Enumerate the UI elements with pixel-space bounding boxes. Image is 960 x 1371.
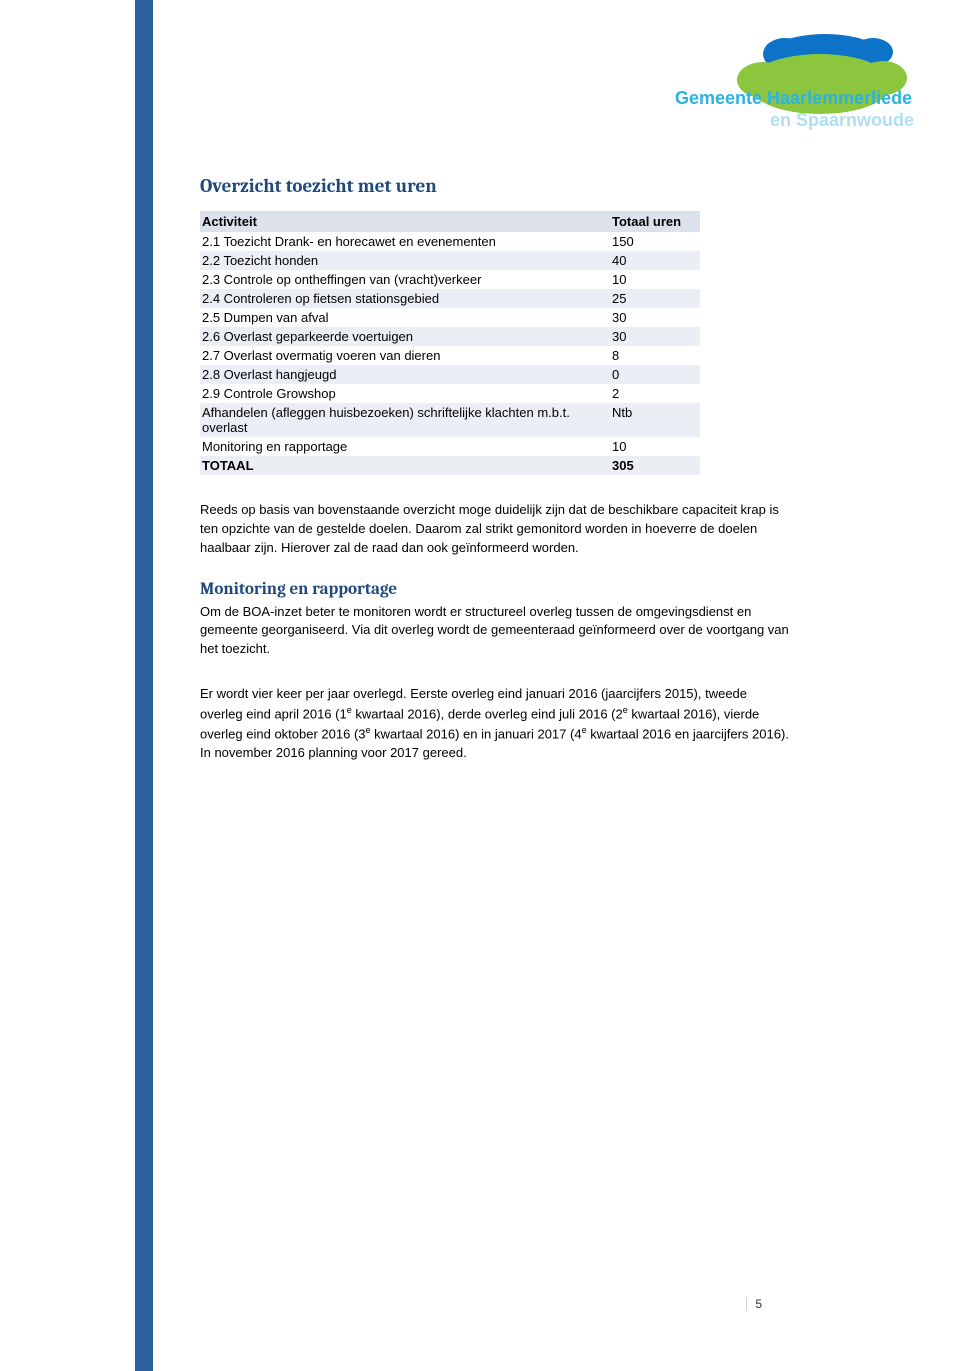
row-label: 2.9 Controle Growshop	[200, 384, 610, 403]
row-label: Monitoring en rapportage	[200, 437, 610, 456]
row-label: 2.5 Dumpen van afval	[200, 308, 610, 327]
schedule-mid3: kwartaal 2016) en in januari 2017 (4	[371, 726, 582, 741]
left-sidebar-rule	[135, 0, 153, 1371]
monitoring-title: Monitoring en rapportage	[200, 580, 790, 599]
row-label: 2.1 Toezicht Drank- en horecawet en even…	[200, 232, 610, 251]
row-value: 25	[610, 289, 700, 308]
row-value: 30	[610, 327, 700, 346]
row-label: 2.3 Controle op ontheffingen van (vracht…	[200, 270, 610, 289]
logo-line1: Gemeente Haarlemmerliede	[675, 88, 912, 108]
paragraph-monitoring: Om de BOA-inzet beter te monitoren wordt…	[200, 603, 790, 660]
total-value: 305	[610, 456, 700, 475]
header-totaal: Totaal uren	[610, 211, 700, 232]
row-value: 30	[610, 308, 700, 327]
paragraph-schedule: Er wordt vier keer per jaar overlegd. Ee…	[200, 685, 790, 763]
page-number: 5	[755, 1297, 762, 1311]
schedule-mid1: kwartaal 2016), derde overleg eind juli …	[352, 706, 623, 721]
row-value: 10	[610, 437, 700, 456]
row-value: 150	[610, 232, 700, 251]
header-activiteit: Activiteit	[200, 211, 610, 232]
document-content: Overzicht toezicht met uren Activiteit T…	[200, 175, 790, 763]
page-separator	[746, 1297, 747, 1311]
row-value: 8	[610, 346, 700, 365]
total-label: TOTAAL	[200, 456, 610, 475]
row-label: 2.4 Controleren op fietsen stationsgebie…	[200, 289, 610, 308]
row-label: 2.2 Toezicht honden	[200, 251, 610, 270]
row-value: 0	[610, 365, 700, 384]
paragraph-capacity: Reeds op basis van bovenstaande overzich…	[200, 501, 790, 558]
row-label: 2.7 Overlast overmatig voeren van dieren	[200, 346, 610, 365]
page-footer: 5	[746, 1297, 762, 1311]
row-value: 2	[610, 384, 700, 403]
logo-svg: Gemeente Haarlemmerliede en Spaarnwoude	[675, 30, 925, 140]
row-value: 10	[610, 270, 700, 289]
row-label: 2.8 Overlast hangjeugd	[200, 365, 610, 384]
overview-table: Activiteit Totaal uren 2.1 Toezicht Dran…	[200, 211, 700, 475]
municipality-logo: Gemeente Haarlemmerliede en Spaarnwoude	[675, 30, 925, 145]
logo-line2: en Spaarnwoude	[770, 110, 914, 130]
row-value: Ntb	[610, 403, 700, 437]
row-label: 2.6 Overlast geparkeerde voertuigen	[200, 327, 610, 346]
row-label: Afhandelen (afleggen huisbezoeken) schri…	[200, 403, 610, 437]
section-title: Overzicht toezicht met uren	[200, 175, 790, 197]
row-value: 40	[610, 251, 700, 270]
